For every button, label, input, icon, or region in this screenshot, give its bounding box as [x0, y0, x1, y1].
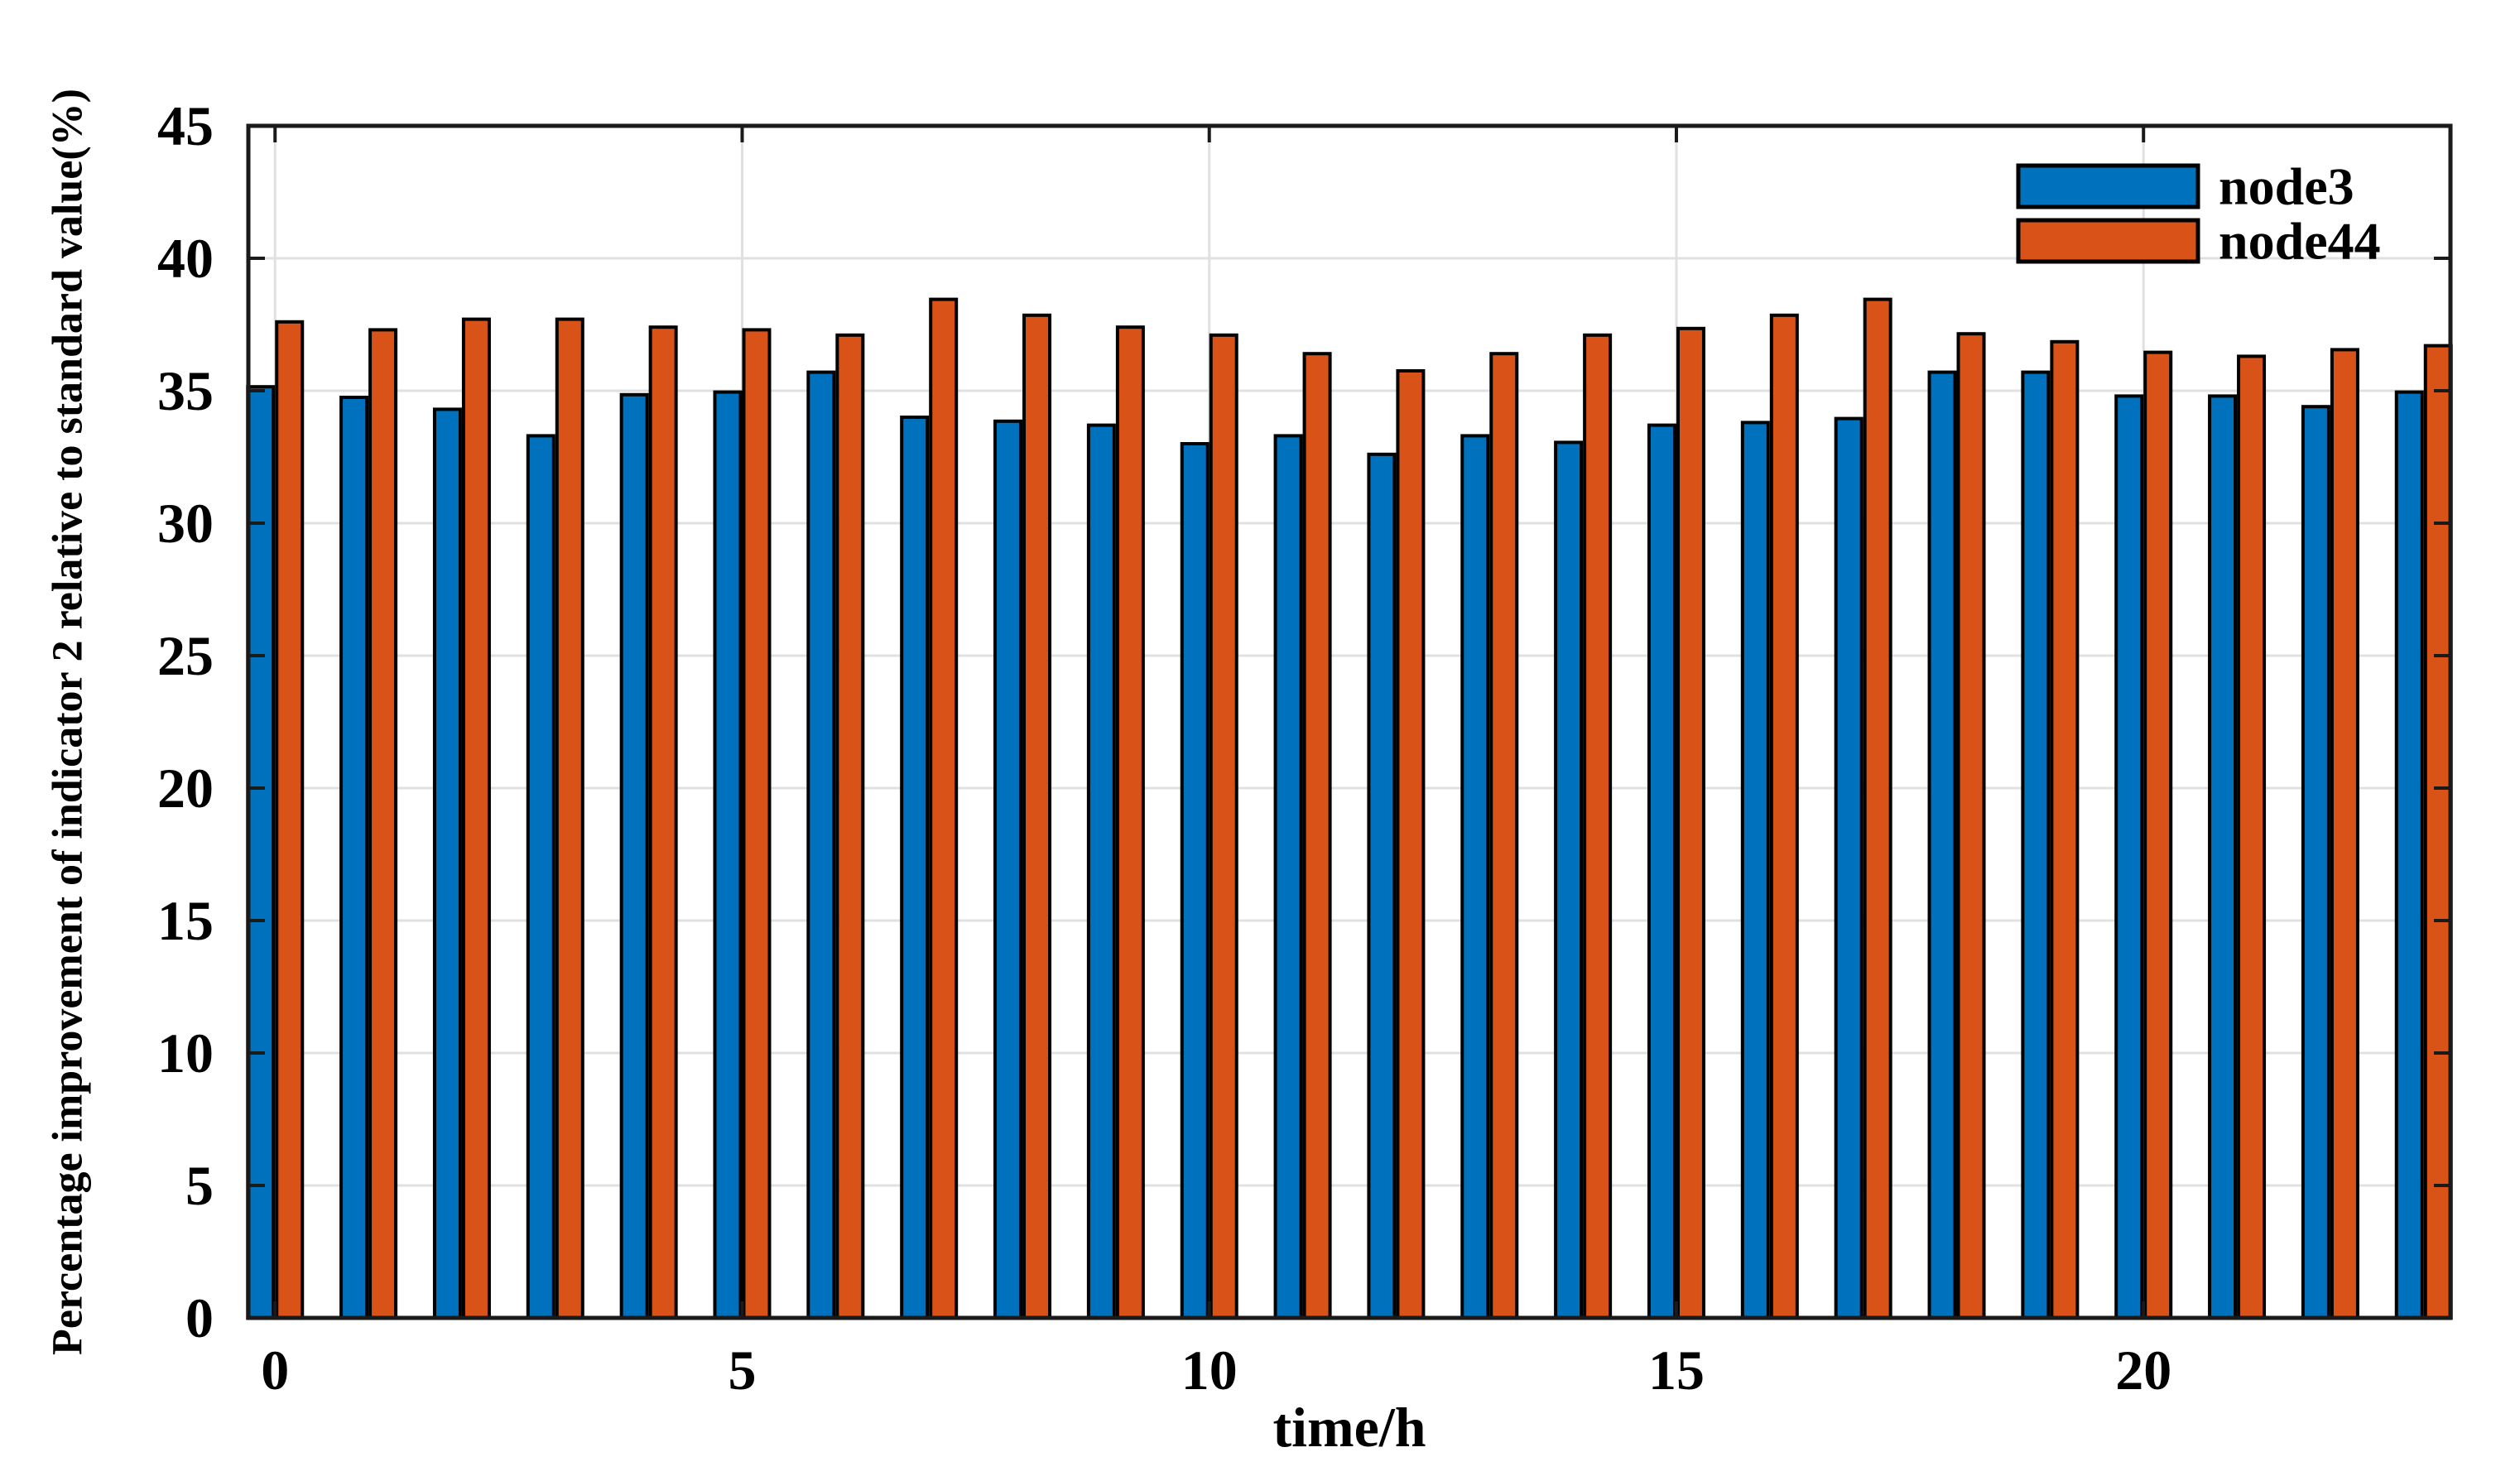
- y-tick-label: 0: [185, 1286, 214, 1349]
- bar-node44-t3: [555, 317, 584, 1320]
- x-tick-label: 15: [1648, 1339, 1705, 1402]
- bar-node3-t3: [526, 434, 555, 1320]
- bar-node3-t6: [806, 370, 836, 1320]
- bar-node3-t1: [339, 396, 369, 1320]
- bar-node44-t6: [835, 333, 865, 1320]
- legend-swatch-node3: [2016, 163, 2200, 209]
- legend-label-node44: node44: [2219, 212, 2381, 271]
- bar-node3-t15: [1647, 423, 1676, 1320]
- bar-node44-t15: [1676, 326, 1705, 1320]
- bar-node3-t20: [2114, 394, 2144, 1320]
- bar-node3-t7: [900, 416, 930, 1320]
- bar-node3-t22: [2301, 405, 2330, 1320]
- bar-node44-t22: [2330, 348, 2359, 1320]
- x-tick-label: 20: [2115, 1339, 2171, 1402]
- bar-node3-t5: [713, 390, 743, 1320]
- bar-node3-t21: [2208, 394, 2238, 1320]
- bar-node44-t0: [275, 320, 305, 1320]
- bar-node44-t14: [1583, 333, 1613, 1320]
- bar-node44-t4: [648, 325, 678, 1320]
- bar-node44-t23: [2423, 344, 2453, 1320]
- bar-node44-t12: [1396, 369, 1426, 1320]
- y-tick-label: 35: [157, 359, 214, 422]
- bar-node3-t2: [432, 407, 462, 1320]
- bar-node3-t8: [993, 419, 1023, 1320]
- bar-node44-t13: [1489, 352, 1519, 1320]
- bar-node3-t13: [1460, 434, 1490, 1320]
- x-tick-label: 5: [728, 1339, 756, 1402]
- y-tick-label: 15: [157, 889, 214, 952]
- bar-node44-t8: [1022, 313, 1052, 1320]
- legend-label-node3: node3: [2219, 157, 2354, 216]
- bar-node44-t20: [2143, 350, 2173, 1320]
- plot-border: [246, 123, 2453, 1320]
- bar-node3-t23: [2394, 390, 2424, 1320]
- bar-node3-t4: [619, 392, 649, 1320]
- bar-node3-t9: [1086, 423, 1116, 1320]
- y-tick-label: 45: [157, 94, 214, 157]
- bar-node3-t17: [1834, 416, 1864, 1320]
- bar-node44-t9: [1115, 325, 1145, 1320]
- bar-node44-t21: [2237, 354, 2267, 1320]
- y-tick-label: 10: [157, 1022, 214, 1084]
- x-axis-label: time/h: [1272, 1396, 1426, 1459]
- bar-node44-t10: [1209, 333, 1238, 1320]
- bar-node44-t17: [1863, 297, 1892, 1320]
- y-tick-label: 25: [157, 624, 214, 687]
- bar-node3-t12: [1367, 452, 1397, 1320]
- bar-node44-t7: [929, 297, 959, 1320]
- y-tick-label: 20: [157, 757, 214, 820]
- bar-node3-t11: [1273, 434, 1303, 1320]
- bar-node44-t1: [368, 328, 398, 1320]
- y-tick-label: 40: [157, 227, 214, 290]
- bar-node44-t16: [1769, 313, 1799, 1320]
- x-tick-label: 0: [261, 1339, 289, 1402]
- legend-swatch-node44: [2016, 218, 2200, 264]
- bar-node3-t18: [1927, 370, 1957, 1320]
- bar-node3-t0: [246, 385, 276, 1320]
- y-tick-label: 30: [157, 492, 214, 555]
- bar-node44-t19: [2050, 339, 2080, 1320]
- bar-node44-t2: [461, 317, 491, 1320]
- y-axis-label: Percentage improvement of indicator 2 re…: [45, 89, 92, 1355]
- y-tick-label: 5: [185, 1154, 214, 1217]
- bar-node44-t11: [1302, 352, 1332, 1320]
- bar-node3-t16: [1740, 421, 1770, 1320]
- bar-node3-t10: [1180, 442, 1210, 1320]
- x-tick-label: 10: [1181, 1339, 1238, 1402]
- bar-node44-t18: [1956, 332, 1986, 1320]
- bar-node44-t5: [742, 328, 772, 1320]
- bar-node3-t14: [1554, 440, 1584, 1320]
- bar-node3-t19: [2021, 370, 2051, 1320]
